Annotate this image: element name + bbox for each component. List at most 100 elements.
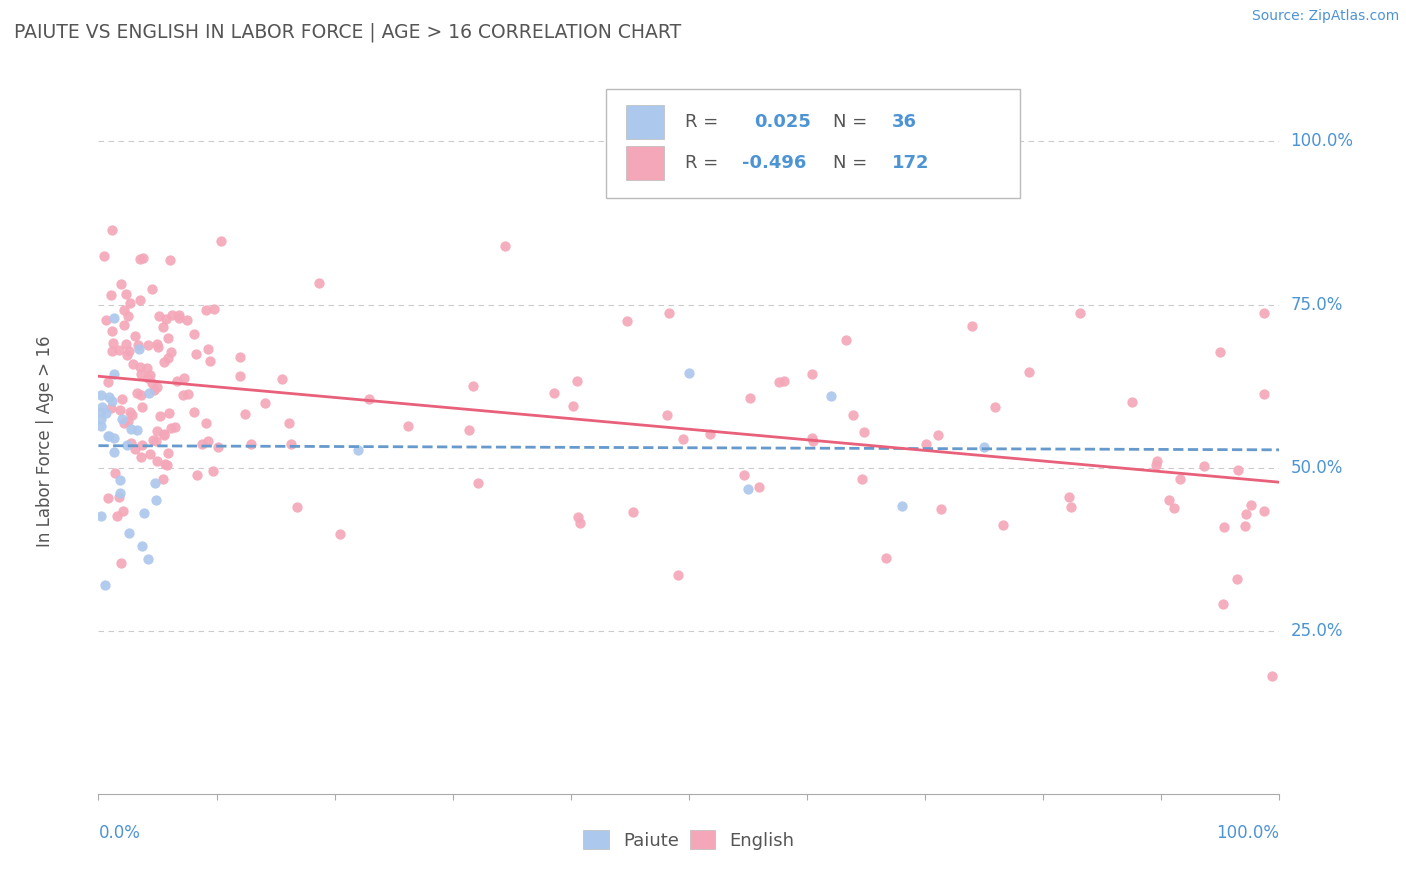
- Text: 100.0%: 100.0%: [1291, 132, 1354, 151]
- Point: [124, 442, 146, 457]
- Point: [120, 422, 142, 436]
- Point: [567, 510, 589, 524]
- Point: [197, 342, 219, 356]
- Point: [97, 376, 120, 390]
- Point: [233, 407, 256, 421]
- Point: [1157, 493, 1180, 508]
- Point: [152, 471, 174, 485]
- Point: [737, 482, 759, 496]
- Point: [1209, 345, 1232, 359]
- Point: [890, 500, 912, 514]
- Point: [153, 427, 176, 442]
- Point: [1018, 365, 1040, 379]
- Point: [100, 401, 122, 415]
- Point: [198, 354, 221, 368]
- Point: [100, 394, 122, 409]
- FancyBboxPatch shape: [606, 89, 1019, 198]
- Point: [699, 426, 721, 441]
- Point: [111, 411, 134, 425]
- Point: [229, 368, 252, 383]
- Text: -0.496: -0.496: [742, 154, 807, 172]
- Point: [678, 366, 700, 380]
- Point: [457, 423, 479, 437]
- Point: [142, 434, 165, 448]
- Text: 36: 36: [891, 113, 917, 131]
- Point: [94, 312, 117, 326]
- Point: [120, 435, 142, 450]
- Point: [142, 383, 165, 397]
- Text: N =: N =: [832, 154, 868, 172]
- Point: [228, 351, 250, 365]
- Point: [136, 360, 159, 375]
- Point: [160, 308, 183, 322]
- Point: [672, 433, 695, 447]
- Point: [90, 508, 112, 523]
- Point: [152, 319, 174, 334]
- Point: [172, 387, 194, 401]
- Point: [153, 458, 176, 472]
- Point: [773, 375, 796, 389]
- Point: [148, 310, 170, 324]
- Point: [1059, 500, 1081, 514]
- FancyBboxPatch shape: [626, 146, 664, 180]
- Point: [191, 437, 214, 451]
- Point: [1168, 472, 1191, 486]
- Point: [1069, 306, 1091, 320]
- Point: [145, 434, 167, 449]
- Point: [111, 392, 134, 406]
- Point: [110, 402, 132, 417]
- Point: [202, 464, 225, 478]
- Point: [152, 426, 174, 441]
- Point: [842, 408, 865, 422]
- Point: [568, 516, 591, 530]
- Point: [115, 287, 138, 301]
- Point: [145, 454, 167, 468]
- Point: [852, 425, 875, 439]
- Point: [132, 506, 155, 520]
- Point: [1234, 519, 1257, 533]
- Point: [146, 340, 169, 354]
- Point: [156, 331, 179, 345]
- Point: [112, 318, 135, 332]
- Point: [112, 303, 135, 318]
- Point: [666, 567, 689, 582]
- Point: [1260, 669, 1282, 683]
- Point: [112, 416, 135, 430]
- Point: [173, 370, 195, 384]
- Point: [733, 467, 755, 482]
- Text: Source: ZipAtlas.com: Source: ZipAtlas.com: [1251, 9, 1399, 23]
- Point: [1212, 597, 1234, 611]
- Point: [146, 425, 169, 439]
- Point: [1121, 395, 1143, 409]
- Point: [183, 327, 205, 342]
- Point: [155, 312, 177, 326]
- Point: [167, 309, 190, 323]
- Point: [1144, 458, 1167, 473]
- Point: [129, 252, 152, 266]
- Point: [657, 408, 679, 422]
- Point: [159, 252, 181, 267]
- Point: [623, 505, 645, 519]
- Point: [110, 277, 132, 292]
- Point: [129, 367, 152, 381]
- Point: [138, 368, 160, 383]
- Point: [108, 343, 131, 358]
- Point: [835, 333, 858, 347]
- Point: [131, 388, 153, 402]
- Point: [103, 336, 125, 351]
- Point: [467, 476, 489, 491]
- Point: [107, 508, 129, 523]
- Point: [875, 551, 897, 566]
- Text: 0.025: 0.025: [754, 113, 811, 131]
- Point: [145, 380, 167, 394]
- Point: [145, 493, 167, 508]
- Point: [128, 342, 150, 356]
- Point: [97, 491, 120, 506]
- Point: [1226, 573, 1249, 587]
- Point: [1253, 306, 1275, 320]
- Point: [103, 368, 125, 382]
- Point: [169, 311, 191, 326]
- Point: [347, 443, 370, 458]
- Point: [186, 346, 208, 360]
- Point: [101, 324, 124, 338]
